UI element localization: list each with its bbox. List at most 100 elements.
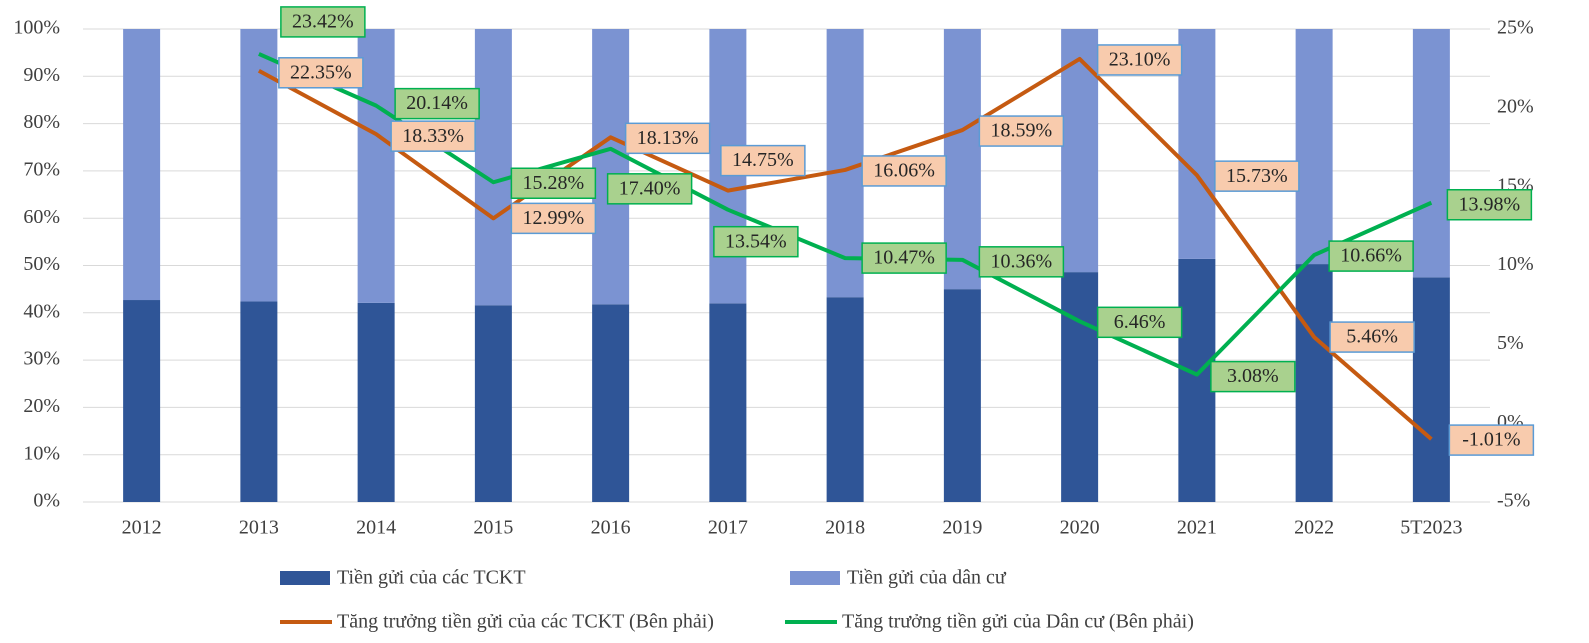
label-box [1446,188,1533,221]
data-label: 10.66% [1328,240,1414,272]
data-label: 18.59% [978,115,1065,147]
bar [1295,264,1333,502]
x-tick-label: 2022 [1294,517,1334,539]
bar [826,297,864,502]
data-label-text: 10.66% [1340,245,1402,267]
x-tick-label: 2012 [122,517,162,539]
bar [474,29,512,306]
y-tick-label: 0% [33,490,60,512]
data-label-text: 3.08% [1227,365,1279,387]
y-tick-label: 100% [13,17,60,39]
x-tick-label: 2015 [473,517,513,539]
data-label-text: 15.28% [523,172,585,194]
y2-tick-label: 25% [1497,17,1534,39]
data-label-text: 6.46% [1114,311,1166,333]
x-tick-label: 5T2023 [1400,517,1462,539]
label-box [606,173,693,205]
data-label: 15.73% [1214,160,1300,192]
bar [240,29,278,302]
legend-label: Tiền gửi của các TCKT [337,567,526,589]
y2-tick-label: 5% [1497,332,1524,354]
bar [1295,29,1333,265]
x-tick-label: 2021 [1177,517,1217,539]
label-box [1214,160,1300,192]
bar [240,301,278,502]
bar [123,300,161,502]
label-box [280,6,366,38]
data-label: 17.40% [606,173,693,205]
data-label: 13.98% [1446,188,1533,221]
label-box [1328,240,1414,272]
data-label-text: 17.40% [619,177,681,199]
data-label: 5.46% [1329,321,1415,353]
label-box [1448,424,1535,456]
data-label-text: 23.42% [292,11,354,33]
x-tick-label: 2018 [825,517,865,539]
data-label: 18.13% [624,122,711,155]
data-label: 18.33% [390,120,476,152]
y-tick-label: 90% [23,64,60,86]
data-label-text: 10.36% [991,250,1053,272]
data-label-text: -1.01% [1462,429,1520,451]
data-label-text: 23.10% [1109,49,1171,71]
x-tick-label: 2020 [1060,517,1100,539]
line [258,52,1433,377]
data-label: 23.42% [280,6,366,38]
label-box [978,246,1065,278]
label-box [861,242,947,274]
data-label-text: 14.75% [732,149,794,171]
data-label-text: 12.99% [523,207,585,229]
data-label: 22.35% [278,57,364,89]
bar [592,29,630,305]
y-tick-label: 80% [23,111,60,133]
data-label-text: 18.33% [402,125,464,147]
x-tick-label: 2013 [239,517,279,539]
bar [1178,258,1216,502]
bar [943,289,981,502]
data-label: 3.08% [1210,360,1296,393]
data-label-text: 15.73% [1226,165,1288,187]
label-box [861,155,947,187]
bar [357,29,395,303]
y-tick-label: 30% [23,348,60,370]
data-label: 20.14% [394,87,480,120]
data-label: 15.28% [510,167,597,200]
bar [1412,29,1450,278]
legend-swatch [280,571,330,585]
y-tick-label: 50% [23,253,60,275]
label-box [394,87,480,120]
bar [709,303,747,502]
label-box [1096,306,1183,339]
data-label: 14.75% [720,144,806,177]
y-tick-label: 20% [23,395,60,417]
y2-tick-label: 20% [1497,95,1534,117]
label-box [278,57,364,89]
y2-tick-label: -5% [1497,490,1530,512]
x-tick-label: 2014 [356,517,396,539]
data-label-text: 18.59% [991,120,1053,142]
bar [1061,272,1099,502]
data-label-text: 20.14% [406,92,468,114]
bar [123,29,161,301]
data-label-text: 18.13% [637,127,699,149]
data-label-text: 10.47% [873,247,935,269]
legend-swatch [790,571,840,585]
bar [943,29,981,290]
legend-label: Tăng trưởng tiền gửi của các TCKT (Bên p… [337,611,714,633]
label-box [720,144,806,177]
data-label-text: 5.46% [1346,326,1398,348]
x-tick-label: 2017 [708,517,748,539]
x-tick-label: 2019 [942,517,982,539]
data-label: 13.54% [713,225,799,258]
bar [592,304,630,502]
bar [474,305,512,502]
legend-label: Tiền gửi của dân cư [847,567,1007,589]
label-box [978,115,1065,147]
bar [357,302,395,502]
line [257,56,1433,441]
data-label-text: 22.35% [290,61,352,83]
data-label: -1.01% [1448,424,1535,456]
y-tick-label: 40% [23,300,60,322]
data-label-text: 16.06% [873,160,935,182]
